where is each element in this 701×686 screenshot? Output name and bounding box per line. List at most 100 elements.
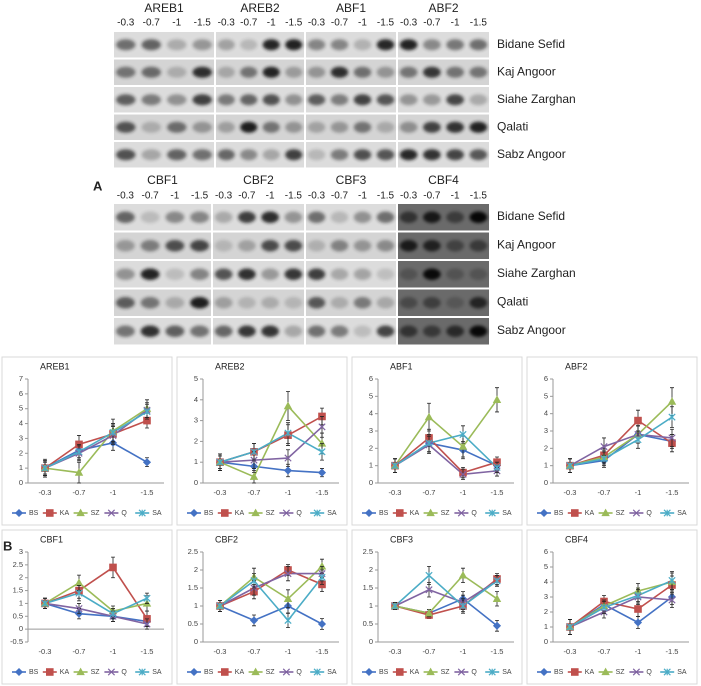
blot-band — [307, 211, 326, 223]
x-tick-label: -1 — [460, 647, 467, 656]
blot-band — [423, 149, 441, 161]
legend-label: SA — [327, 510, 337, 517]
y-tick-label: 5 — [544, 562, 548, 571]
blot-band — [446, 297, 464, 309]
marker — [75, 604, 83, 613]
marker — [318, 423, 326, 431]
blot-band — [192, 149, 212, 161]
series-line — [569, 416, 673, 467]
marker — [459, 470, 467, 478]
chart-title: CBF3 — [390, 534, 413, 544]
series-line — [394, 574, 498, 608]
legend-marker — [107, 668, 116, 676]
marker — [249, 616, 259, 625]
legend-label: Q — [471, 510, 477, 517]
blot-band — [140, 211, 160, 223]
marker — [424, 412, 434, 421]
blot-band — [469, 268, 488, 280]
y-tick-label: 1 — [544, 461, 548, 470]
series-line — [44, 592, 148, 615]
legend-marker — [488, 668, 496, 676]
blot-band — [399, 66, 418, 78]
series-line — [219, 572, 322, 607]
legend-marker — [632, 509, 641, 517]
blot-band — [446, 325, 464, 337]
x-tick-label: -0.7 — [248, 488, 261, 497]
blot-band — [165, 211, 185, 223]
blot-band — [399, 240, 418, 252]
legend-marker — [457, 668, 466, 676]
marker — [667, 397, 677, 405]
level-label: -0.3 — [400, 18, 418, 29]
series-line — [219, 415, 323, 463]
blot-band — [307, 268, 326, 280]
blot-band — [140, 297, 160, 309]
gene-label: CBF2 — [243, 173, 274, 187]
blot-band — [190, 240, 210, 252]
blot-band — [217, 149, 235, 161]
y-tick-label: 3 — [544, 592, 548, 601]
blot-band — [307, 66, 326, 78]
blot-band — [376, 149, 395, 161]
chart-frame — [526, 529, 698, 685]
marker — [143, 594, 151, 602]
gene-label: CBF1 — [147, 173, 178, 187]
blot-band — [353, 240, 372, 252]
blot-band — [261, 325, 279, 337]
series-line — [219, 576, 323, 622]
blot-band — [214, 211, 233, 223]
blot-band — [192, 94, 212, 106]
blot-band — [285, 121, 303, 133]
chart-title: CBF4 — [565, 534, 588, 544]
level-label: -0.3 — [308, 191, 326, 202]
blot-band — [116, 94, 136, 106]
legend-marker — [221, 509, 229, 517]
y-tick-label: 5 — [194, 374, 198, 383]
legend-label: BS — [204, 669, 214, 676]
y-tick-label: 3 — [544, 426, 548, 435]
legend-label: SA — [152, 510, 162, 517]
level-label: -0.3 — [308, 18, 326, 29]
marker — [250, 577, 258, 585]
legend-label: Q — [296, 669, 302, 676]
x-tick-label: -1 — [285, 488, 292, 497]
blot-band — [353, 325, 372, 337]
legend-marker — [138, 668, 146, 676]
y-tick-label: 0 — [544, 478, 548, 487]
chart-title: CBF2 — [215, 534, 238, 544]
marker — [600, 442, 608, 451]
blot-band — [330, 39, 349, 51]
blot-band — [423, 297, 441, 309]
legend-marker — [457, 509, 466, 517]
legend-label: SA — [677, 669, 687, 676]
marker — [318, 448, 326, 456]
blot-band — [376, 121, 395, 133]
blot-band — [446, 94, 464, 106]
blot-band — [353, 66, 372, 78]
y-tick-label: 6 — [19, 389, 23, 398]
blot-band — [446, 240, 464, 252]
gene-label: CBF4 — [428, 173, 459, 187]
blot-band — [165, 240, 185, 252]
legend-label: SZ — [91, 510, 101, 517]
series-line — [569, 419, 673, 467]
chart-frame — [1, 529, 173, 685]
x-tick-label: -1 — [285, 647, 292, 656]
blot-band — [285, 66, 303, 78]
legend-label: BS — [554, 669, 564, 676]
blot-band — [141, 94, 161, 106]
legend-marker — [138, 509, 146, 517]
blot-band — [353, 94, 372, 106]
legend-marker — [601, 508, 610, 517]
blot-band — [469, 121, 488, 133]
legend-marker — [189, 508, 199, 518]
marker — [600, 603, 608, 612]
marker — [634, 416, 642, 425]
marker — [41, 599, 49, 608]
marker — [459, 602, 467, 610]
marker — [284, 616, 292, 625]
legend-marker — [570, 668, 579, 676]
blot-band — [307, 121, 326, 133]
y-tick-label: 4 — [194, 395, 198, 404]
x-tick-label: -0.7 — [73, 647, 86, 656]
